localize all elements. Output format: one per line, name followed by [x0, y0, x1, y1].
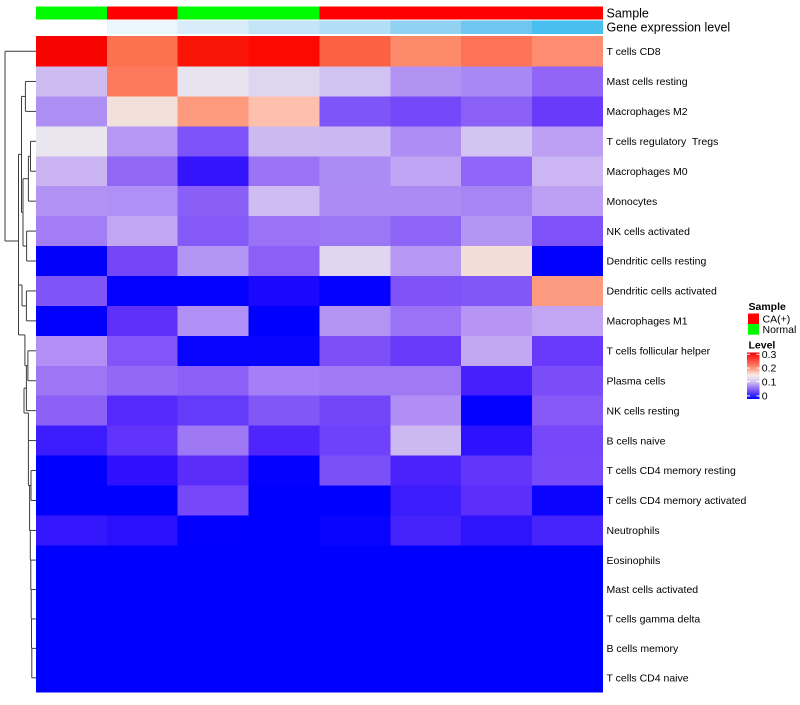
svg-text:0.3: 0.3 [762, 349, 777, 361]
svg-text:CA(+): CA(+) [763, 313, 791, 325]
svg-text:Sample: Sample [749, 301, 787, 313]
svg-text:Monocytes: Monocytes [607, 196, 658, 208]
svg-text:Gene expression level: Gene expression level [607, 20, 731, 34]
svg-text:T cells CD8: T cells CD8 [607, 46, 661, 58]
svg-text:T cells CD4 memory resting: T cells CD4 memory resting [607, 465, 736, 477]
svg-text:Mast cells resting: Mast cells resting [607, 76, 688, 88]
svg-text:T cells regulatory Tregs: T cells regulatory Tregs [607, 136, 719, 148]
svg-text:B cells naive: B cells naive [607, 435, 666, 447]
svg-text:Level: Level [749, 340, 776, 352]
svg-text:T cells gamma delta: T cells gamma delta [607, 614, 701, 626]
svg-text:Sample: Sample [607, 6, 649, 20]
svg-text:0.1: 0.1 [762, 376, 777, 388]
svg-text:Eosinophils: Eosinophils [607, 555, 661, 567]
svg-text:Macrophages M0: Macrophages M0 [607, 166, 688, 178]
svg-text:T cells CD4 naive: T cells CD4 naive [607, 672, 689, 684]
svg-text:Normal: Normal [763, 324, 797, 336]
svg-text:T cells follicular helper: T cells follicular helper [607, 345, 711, 357]
svg-text:T cells CD4 memory activated: T cells CD4 memory activated [607, 495, 747, 507]
svg-text:NK cells activated: NK cells activated [607, 226, 691, 238]
svg-text:Dendritic cells resting: Dendritic cells resting [607, 256, 707, 268]
svg-text:B cells memory: B cells memory [607, 643, 680, 655]
svg-text:0.2: 0.2 [762, 363, 777, 375]
svg-text:Neutrophils: Neutrophils [607, 525, 660, 537]
svg-text:Dendritic cells activated: Dendritic cells activated [607, 286, 717, 298]
svg-text:Mast cells activated: Mast cells activated [607, 584, 699, 596]
svg-text:Macrophages M1: Macrophages M1 [607, 316, 688, 328]
svg-text:0: 0 [762, 391, 768, 403]
svg-text:NK cells resting: NK cells resting [607, 405, 680, 417]
svg-text:Macrophages M2: Macrophages M2 [607, 106, 688, 118]
svg-text:Plasma cells: Plasma cells [607, 375, 666, 387]
